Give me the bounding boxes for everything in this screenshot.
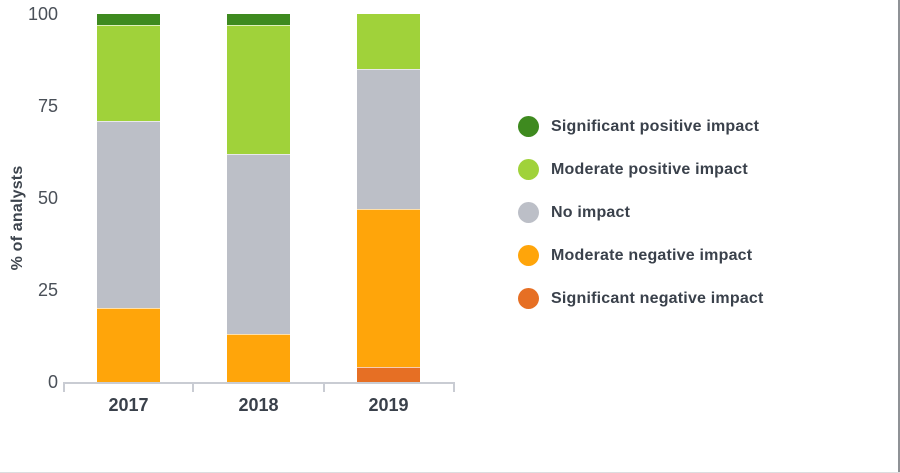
bar-segment: [227, 25, 290, 154]
x-category-label: 2019: [368, 395, 409, 415]
y-tick-label: 50: [37, 188, 58, 208]
stacked-bar-2017: [97, 14, 160, 382]
legend-label: Moderate positive impact: [551, 160, 748, 178]
legend-color-dot-icon: [518, 245, 539, 266]
legend-label: No impact: [551, 203, 631, 221]
x-axis-tick: [323, 383, 325, 392]
bar-segment: [227, 14, 290, 26]
bar-segment: [97, 120, 160, 309]
y-axis-title: % of analysts: [9, 165, 26, 271]
legend-color-dot-icon: [518, 159, 539, 180]
x-axis-tick: [192, 383, 194, 392]
x-category-label: 2017: [108, 395, 149, 415]
legend-label: Moderate negative impact: [551, 246, 753, 264]
y-tick-label: 100: [27, 4, 58, 24]
y-tick-label: 0: [47, 372, 58, 392]
bar-segment: [357, 14, 420, 70]
legend-item: Moderate positive impact: [518, 159, 764, 180]
legend-item: Significant negative impact: [518, 288, 764, 309]
bar-segment: [227, 153, 290, 335]
bar-segment: [97, 308, 160, 382]
bar-segment: [227, 334, 290, 382]
legend-item: No impact: [518, 202, 764, 223]
chart-legend: Significant positive impact Moderate posi…: [518, 116, 764, 309]
legend-color-dot-icon: [518, 202, 539, 223]
stacked-bar-2018: [227, 14, 290, 382]
legend-color-dot-icon: [518, 116, 539, 137]
x-axis-tick: [453, 383, 455, 392]
legend-label: Significant negative impact: [551, 289, 764, 307]
x-category-label: 2018: [238, 395, 279, 415]
x-axis-tick: [63, 383, 65, 392]
legend-item: Moderate negative impact: [518, 245, 764, 266]
bar-segment: [357, 69, 420, 210]
stacked-bar-2019: [357, 14, 420, 382]
legend-color-dot-icon: [518, 288, 539, 309]
y-tick-label: 75: [37, 96, 58, 116]
legend-label: Significant positive impact: [551, 117, 760, 135]
bar-segment: [97, 14, 160, 26]
bar-segment: [97, 25, 160, 121]
x-axis-line: [63, 382, 455, 384]
page-right-border: [898, 0, 900, 473]
bar-segment: [357, 367, 420, 382]
y-tick-label: 25: [37, 280, 58, 300]
bar-segment: [357, 209, 420, 368]
legend-item: Significant positive impact: [518, 116, 764, 137]
